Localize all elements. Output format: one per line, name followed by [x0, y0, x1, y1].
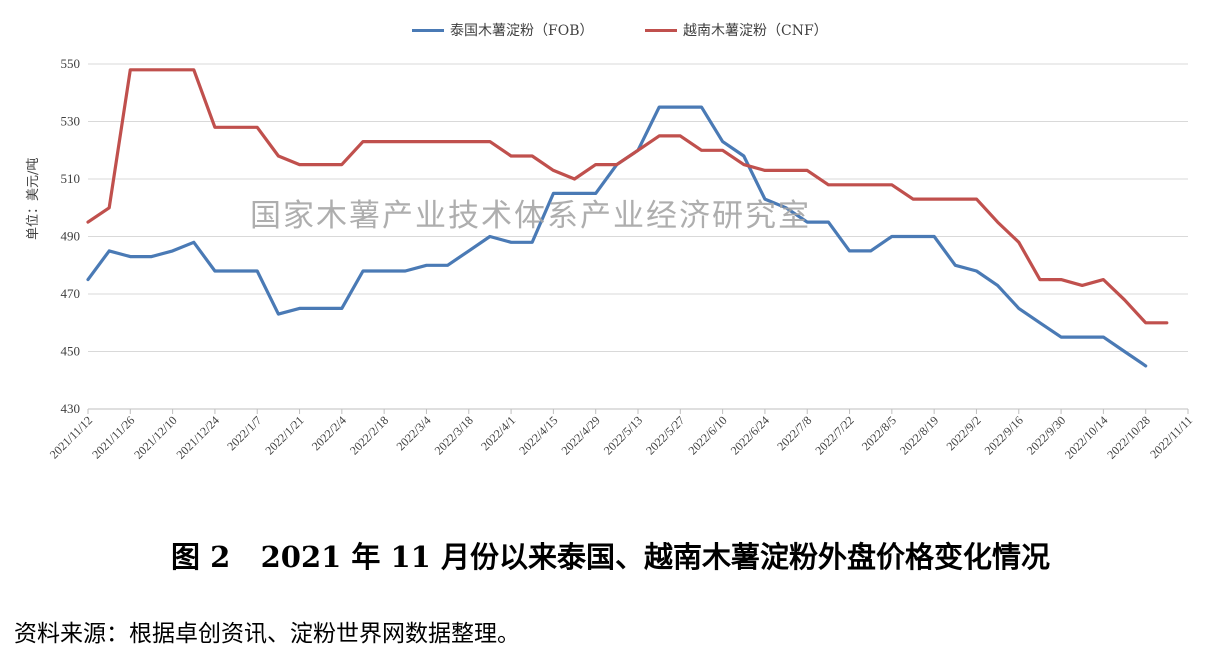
x-tick-label: 2022/6/24: [728, 413, 772, 457]
legend-item-vietnam: 越南木薯淀粉（CNF）: [645, 20, 828, 40]
source-note: 资料来源：根据卓创资讯、淀粉世界网数据整理。: [14, 621, 520, 647]
x-tick-label: 2021/12/10: [131, 413, 180, 462]
x-tick-label: 2022/4/1: [478, 413, 518, 453]
legend-label-thai: 泰国木薯淀粉（FOB）: [450, 23, 594, 39]
y-tick-label: 550: [61, 56, 81, 71]
legend-label-vietnam: 越南木薯淀粉（CNF）: [683, 23, 828, 39]
x-axis: 2021/11/122021/11/262021/12/102021/12/24…: [47, 408, 1195, 462]
x-tick-label: 2022/1/7: [224, 413, 264, 453]
series-lines: [86, 68, 1169, 368]
x-tick-label: 2022/3/18: [432, 413, 476, 457]
watermark: 国家木薯产业技术体系产业经济研究室: [250, 198, 811, 234]
x-tick-label: 2022/9/2: [944, 413, 984, 453]
legend-swatch-vietnam: [645, 28, 677, 32]
x-tick-label: 2022/3/4: [394, 413, 434, 453]
x-tick-label: 2022/11/11: [1147, 413, 1195, 461]
y-tick-label: 530: [61, 114, 81, 129]
y-tick-label: 510: [61, 171, 81, 186]
y-tick-label: 490: [61, 229, 81, 244]
x-tick-label: 2022/5/13: [601, 413, 645, 457]
x-tick-label: 2022/10/14: [1062, 413, 1111, 462]
x-tick-label: 2022/4/29: [558, 413, 602, 457]
figure-caption: 图 2 2021 年 11 月份以来泰国、越南木薯淀粉外盘价格变化情况: [171, 540, 1050, 574]
y-tick-label: 470: [61, 286, 81, 301]
legend-item-thai: 泰国木薯淀粉（FOB）: [412, 20, 593, 40]
x-tick-label: 2021/11/12: [47, 413, 95, 461]
x-tick-label: 2022/8/5: [859, 413, 899, 453]
x-tick-label: 2022/1/21: [262, 413, 306, 457]
grid-lines: [88, 63, 1188, 410]
x-tick-label: 2022/10/28: [1104, 413, 1153, 462]
x-tick-label: 2021/11/26: [89, 413, 137, 461]
legend-swatch-thai: [412, 28, 444, 32]
x-tick-label: 2022/6/10: [685, 413, 729, 457]
x-tick-label: 2022/2/4: [309, 413, 349, 453]
x-tick-label: 2022/7/8: [774, 413, 814, 453]
y-tick-label: 450: [61, 344, 81, 359]
x-tick-label: 2022/4/15: [516, 413, 560, 457]
x-tick-label: 2022/7/22: [812, 413, 856, 457]
legend: 泰国木薯淀粉（FOB） 越南木薯淀粉（CNF）: [0, 20, 1221, 44]
y-axis-ticks: 430 450 470 490 510 530 550: [61, 56, 81, 416]
x-tick-label: 2022/8/19: [897, 413, 941, 457]
x-tick-label: 2021/12/24: [173, 413, 222, 462]
y-tick-label: 430: [61, 401, 81, 416]
x-tick-label: 2022/5/27: [643, 413, 687, 457]
y-axis-label: 单位：美元/吨: [26, 157, 41, 240]
line-chart: 430 450 470 490 510 530 550 2021/11/122021/11/…: [47, 56, 1195, 462]
series-line-vietnam: [86, 68, 1169, 325]
x-tick-label: 2022/9/16: [982, 413, 1026, 457]
x-tick-label: 2022/2/18: [347, 413, 391, 457]
